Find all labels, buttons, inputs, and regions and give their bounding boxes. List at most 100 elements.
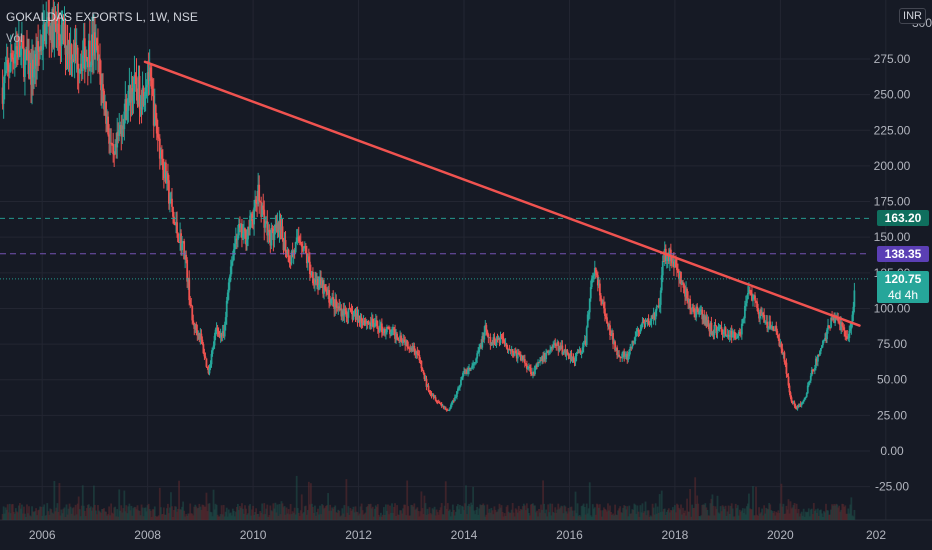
candle-body [302, 248, 305, 251]
candle-body [591, 275, 594, 279]
volume-bar [129, 510, 132, 520]
candle-body [504, 343, 507, 345]
candle-body [570, 353, 573, 361]
candle-body [94, 32, 96, 53]
candle-body [172, 206, 174, 217]
trendline-group[interactable] [143, 60, 861, 327]
volume-bar [563, 505, 566, 520]
volume-bar [586, 513, 589, 520]
volume-bar [634, 504, 637, 520]
volume-bar [459, 504, 461, 520]
volume-bar [750, 509, 752, 520]
volume-bar [535, 512, 537, 520]
candle-body [33, 68, 35, 78]
volume-bar [646, 510, 649, 520]
candle-body [60, 24, 63, 47]
candle-body [412, 345, 415, 351]
volume-bar [120, 505, 123, 520]
volume-bar [677, 504, 679, 520]
candle-body [638, 331, 641, 333]
volume-bar [83, 510, 86, 520]
volume-bar [344, 516, 347, 520]
candle-body [331, 297, 334, 299]
candle-body [735, 337, 738, 339]
candle-body [384, 329, 386, 334]
candle-body [306, 256, 309, 264]
volume-bar [753, 515, 755, 520]
volume-bar [491, 510, 494, 520]
volume-bar [346, 512, 349, 520]
volume-bar [633, 503, 636, 520]
candle-body [507, 349, 510, 351]
candle-body [170, 198, 172, 204]
volume-bar [308, 504, 311, 520]
volume-bar [568, 511, 571, 520]
volume-bar [513, 516, 516, 520]
volume-bar [689, 488, 692, 520]
candle-body [266, 221, 269, 236]
candle-body [472, 363, 475, 366]
candle-body [345, 310, 348, 317]
candle-body [500, 336, 503, 338]
volume-bar [16, 512, 19, 520]
candle-body [161, 158, 164, 170]
candle-body [175, 222, 177, 226]
volume-bar [72, 507, 75, 520]
volume-bar [46, 503, 49, 520]
candle-body [399, 335, 402, 341]
x-tick-label: 2008 [134, 528, 161, 542]
volume-bar [496, 511, 499, 520]
candle-body [794, 405, 797, 409]
volume-bar [289, 504, 292, 520]
candle-body [255, 199, 258, 204]
x-tick-label: 2016 [556, 528, 583, 542]
volume-bar [475, 510, 478, 520]
volume-bar [628, 505, 631, 520]
volume-bar [650, 516, 653, 520]
candle-body [784, 361, 787, 363]
price-axis[interactable]: 275.00250.00225.00200.00175.00150.00125.… [874, 16, 932, 494]
candle-body [220, 333, 223, 336]
volume-bar [713, 515, 716, 520]
candle-body [174, 223, 176, 226]
candle-body [778, 338, 781, 346]
candle-body [262, 205, 265, 210]
volume-bar [476, 506, 479, 520]
volume-bar [620, 512, 623, 520]
volume-bar [78, 509, 81, 520]
volume-bar [296, 508, 299, 520]
candle-body [484, 325, 487, 332]
volume-bar [739, 511, 742, 520]
candle-body [571, 356, 574, 361]
candle-body [652, 312, 655, 319]
candle-body [596, 275, 599, 286]
candle-body [774, 326, 777, 331]
candle-body [685, 289, 687, 297]
candle-body [716, 330, 719, 334]
time-axis[interactable]: 2006 2008 2010 2012 2014 2016 2018 2020 202 [29, 528, 887, 542]
candle-body [158, 138, 161, 159]
candle-body [235, 238, 238, 241]
volume-bar [8, 503, 11, 520]
volume-bar [821, 513, 823, 520]
volume-bar [18, 503, 21, 520]
volume-bar [432, 509, 435, 520]
candle-body [361, 322, 364, 326]
candle-body [451, 400, 454, 403]
volume-bar [769, 504, 772, 520]
currency-badge[interactable]: INR [899, 8, 926, 24]
volume-bar [239, 505, 241, 520]
volume-bar [66, 514, 69, 520]
volume-bar [386, 510, 388, 520]
candle-body [604, 308, 606, 316]
volume-bar [84, 516, 87, 520]
volume-bar [682, 507, 684, 520]
volume-bar [757, 515, 759, 520]
candle-body [676, 267, 678, 271]
candle-body [272, 229, 275, 241]
volume-bar [595, 503, 598, 520]
candle-body [323, 285, 325, 294]
candle-body [388, 328, 390, 330]
volume-bar [426, 508, 429, 520]
